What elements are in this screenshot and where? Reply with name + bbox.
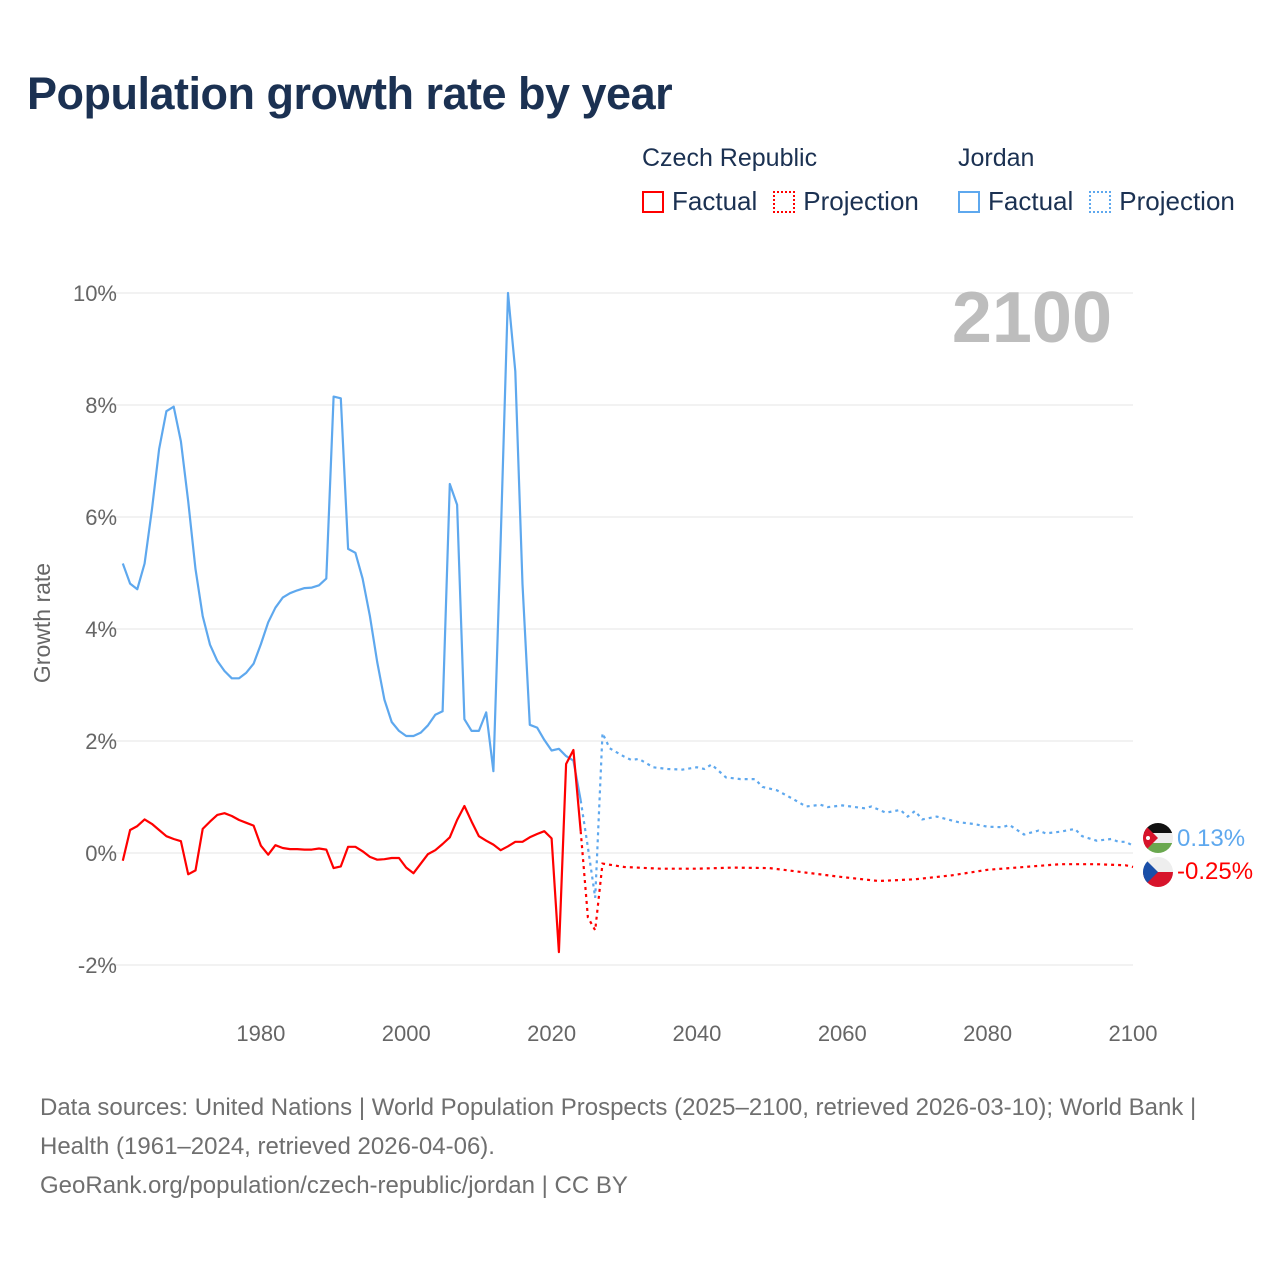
y-tick-label: 6% [85, 505, 117, 530]
y-axis-label: Growth rate [29, 563, 55, 683]
jordan-flag-icon [1143, 823, 1173, 853]
y-tick-label: 10% [73, 281, 117, 306]
legend-label: Projection [803, 186, 919, 216]
czech-end-label: -0.25% [1177, 858, 1253, 885]
legend-label: Factual [988, 186, 1074, 216]
czech-republic-factual-line [121, 748, 582, 954]
jordan-factual-line [121, 291, 582, 801]
footer: Data sources: United Nations | World Pop… [40, 1088, 1240, 1205]
legend-jordan: Jordan Factual Projection [958, 144, 1235, 217]
y-tick-label: 8% [85, 393, 117, 418]
jordan-projection-line [579, 732, 1134, 898]
chart-area: -2% 0% 2% 4% 6% 8% 10% 1980 2000 2020 2040 2060 2080… [29, 278, 1253, 1046]
legend-label: Factual [672, 186, 758, 216]
czech-flag-icon [1143, 857, 1173, 887]
year-display: 2100 [952, 278, 1112, 358]
x-tick-label: 2040 [672, 1021, 721, 1046]
credit-link[interactable]: GeoRank.org/population/czech-republic/jo… [40, 1172, 628, 1199]
y-tick-label: -2% [78, 953, 117, 978]
legend-country-label: Czech Republic [642, 144, 818, 172]
x-tick-label: 2060 [818, 1021, 867, 1046]
legend-czech-projection[interactable]: Projection [773, 186, 919, 217]
legend-swatch-solid-icon [958, 190, 980, 213]
legend-swatch-dotted-icon [1089, 190, 1112, 213]
legend-swatch-solid-icon [642, 190, 664, 213]
y-tick-label: 4% [85, 617, 117, 642]
legend-czech-factual[interactable]: Factual [642, 186, 757, 217]
data-sources: Data sources: United Nations | World Pop… [40, 1094, 1197, 1160]
x-tick-label: 2020 [527, 1021, 576, 1046]
x-tick-label: 2100 [1109, 1021, 1158, 1046]
y-tick-label: 0% [85, 841, 117, 866]
legend-label: Projection [1119, 186, 1235, 216]
page-title: Population growth rate by year [27, 68, 673, 119]
legend-czech-republic: Czech Republic Factual Projection [642, 144, 919, 217]
czech-republic-projection-line [579, 831, 1134, 934]
y-tick-label: 2% [85, 729, 117, 754]
x-tick-label: 2000 [382, 1021, 431, 1046]
legend-swatch-dotted-icon [773, 190, 796, 213]
legend-country-label: Jordan [958, 144, 1035, 172]
legend-jordan-projection[interactable]: Projection [1089, 186, 1235, 217]
jordan-end-label: 0.13% [1177, 825, 1245, 852]
x-tick-label: 2080 [963, 1021, 1012, 1046]
legend-jordan-factual[interactable]: Factual [958, 186, 1073, 217]
x-tick-label: 1980 [236, 1021, 285, 1046]
